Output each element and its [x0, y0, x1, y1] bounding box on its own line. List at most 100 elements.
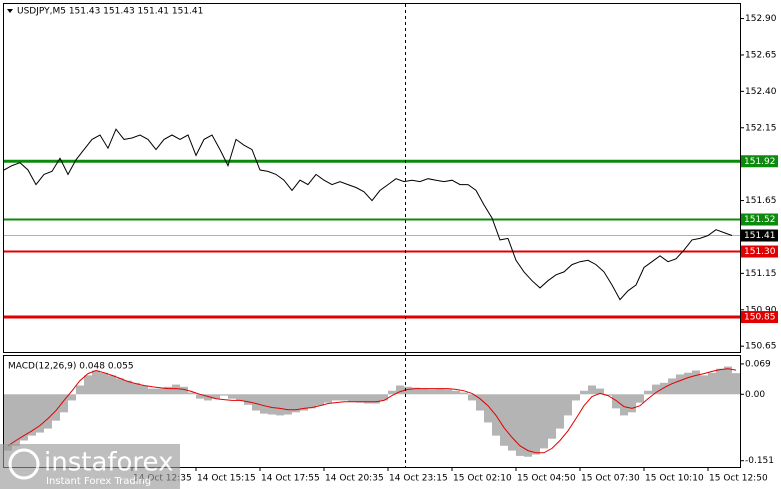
histogram-bar [692, 370, 700, 395]
histogram-bar [564, 394, 572, 416]
macd-panel [3, 355, 741, 468]
y-tick-label: -0.151 [745, 456, 774, 466]
y-tick-label: 150.65 [745, 342, 777, 352]
histogram-bar [660, 382, 668, 395]
level-box [741, 311, 778, 324]
x-tick-label: 14 Oct 17:55 [261, 474, 320, 484]
menu-arrow [7, 9, 13, 13]
histogram-bar [156, 388, 164, 395]
histogram-bar [468, 394, 476, 401]
x-tick-label: 14 Oct 23:15 [389, 474, 448, 484]
price-title: USDJPY,M5 151.43 151.43 151.41 151.41 [17, 7, 203, 17]
y-tick-label: 0.069 [745, 359, 771, 369]
histogram-bar [500, 394, 508, 446]
histogram-bar [252, 394, 260, 411]
x-tick-label: 15 Oct 12:50 [709, 474, 768, 484]
histogram-bar [356, 394, 364, 403]
histogram-bar [20, 394, 28, 441]
histogram-bar [60, 394, 68, 413]
histogram-bar [548, 394, 556, 439]
histogram-bar [636, 394, 644, 403]
histogram-bar [268, 394, 276, 415]
watermark-icon [8, 448, 40, 480]
histogram-bar [180, 386, 188, 395]
level-box [741, 155, 778, 168]
histogram-bar [236, 394, 244, 401]
x-tick-label: 14 Oct 15:15 [197, 474, 256, 484]
y-tick-label: 151.15 [745, 269, 777, 279]
histogram-bar [412, 387, 420, 395]
histogram-bar [404, 386, 412, 395]
histogram-bar [300, 394, 308, 411]
last-price-label: 151.41 [744, 231, 776, 241]
histogram-bar [380, 394, 388, 401]
histogram-bar [332, 394, 340, 401]
x-tick-label: 15 Oct 04:50 [517, 474, 576, 484]
histogram-bar [652, 384, 660, 395]
plot-layer: 152.90152.65152.40152.15151.90151.65151.… [3, 14, 778, 484]
histogram-bar [428, 389, 436, 395]
histogram-bar [212, 394, 220, 399]
histogram-bar [444, 389, 452, 395]
histogram-bar [52, 394, 60, 421]
histogram-bar [244, 394, 252, 405]
histogram-bar [220, 394, 228, 396]
histogram-bar [604, 394, 612, 396]
histogram-bar [140, 385, 148, 395]
histogram-bar [164, 386, 172, 395]
histogram-bar [4, 394, 12, 451]
histogram-bar [324, 394, 332, 403]
x-tick-label: 14 Oct 20:35 [325, 474, 384, 484]
histogram-bar [476, 394, 484, 411]
histogram-bar [28, 394, 36, 436]
y-tick-label: 0.00 [745, 390, 765, 400]
histogram-bar [132, 382, 140, 395]
histogram-bar [700, 375, 708, 395]
histogram-bar [644, 390, 652, 395]
histogram-bar [148, 388, 156, 395]
histogram-bar [612, 394, 620, 409]
histogram-bar [708, 372, 716, 395]
histogram-bar [732, 373, 740, 395]
histogram-bar [572, 394, 580, 401]
histogram-bar [84, 375, 92, 395]
histogram-bar [124, 380, 132, 395]
y-tick-label: 152.15 [745, 123, 777, 133]
histogram-bar [172, 384, 180, 395]
histogram-bar [12, 394, 20, 446]
histogram-bar [460, 392, 468, 395]
histogram-bar [628, 394, 636, 413]
histogram-bar [580, 390, 588, 395]
y-tick-label: 151.65 [745, 196, 777, 206]
histogram-bar [540, 394, 548, 449]
histogram-bar [228, 394, 236, 399]
last-price-box [741, 229, 778, 242]
y-tick-label: 152.40 [745, 87, 777, 97]
histogram-bar [716, 368, 724, 395]
histogram-bar [364, 394, 372, 404]
macd-title: MACD(12,26,9) 0.048 0.055 [8, 362, 134, 372]
histogram-bar [76, 385, 84, 395]
x-tick-label: 15 Oct 02:10 [453, 474, 512, 484]
histogram-bar [508, 394, 516, 451]
histogram-bar [308, 394, 316, 409]
histogram-bar [100, 372, 108, 395]
histogram-bar [36, 394, 44, 433]
histogram-bar [524, 394, 532, 457]
histogram-bar [204, 394, 212, 401]
level-label: 151.92 [744, 157, 776, 167]
histogram-bar [724, 366, 732, 395]
histogram-bar [668, 378, 676, 395]
y-tick-label: 152.65 [745, 50, 777, 60]
histogram-bar [284, 394, 292, 415]
histogram-bar [276, 394, 284, 416]
y-tick-label: 152.90 [745, 14, 777, 24]
level-box [741, 245, 778, 258]
histogram-bar [292, 394, 300, 413]
histogram-bar [92, 370, 100, 395]
histogram-bar [620, 394, 628, 416]
watermark-tagline: Instant Forex Trading [46, 476, 151, 487]
histogram-bar [556, 394, 564, 429]
